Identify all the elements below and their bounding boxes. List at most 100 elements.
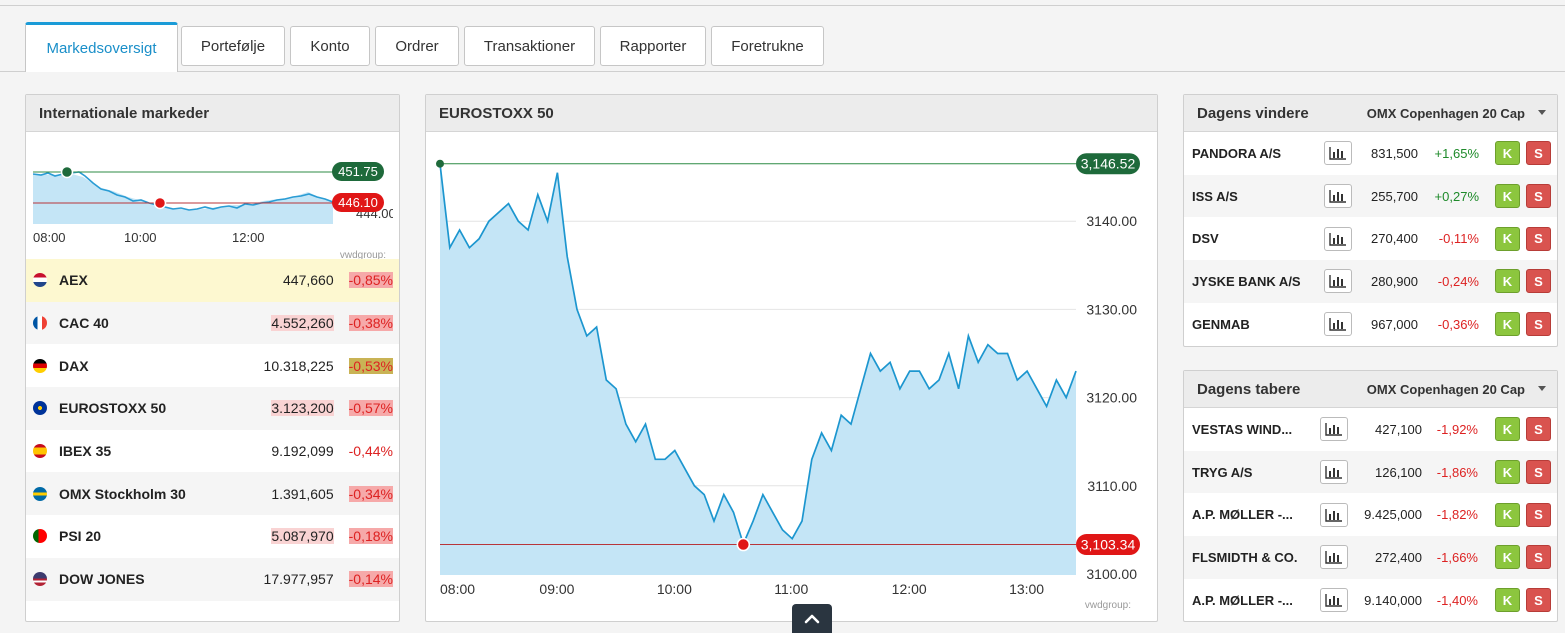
stock-name: PANDORA A/S bbox=[1192, 145, 1282, 161]
stock-price: 126,100 bbox=[1375, 464, 1422, 480]
stock-price: 9.140,000 bbox=[1364, 592, 1422, 608]
x-tick-label: 10:00 bbox=[657, 581, 692, 597]
mini-high-badge bbox=[332, 162, 384, 181]
chart-high-marker bbox=[436, 159, 444, 168]
top-divider bbox=[0, 5, 1565, 6]
sell-button[interactable]: S bbox=[1526, 184, 1551, 209]
stock-chart-button[interactable] bbox=[1320, 460, 1348, 485]
tab-transaktioner[interactable]: Transaktioner bbox=[464, 26, 595, 66]
sell-button[interactable]: S bbox=[1526, 417, 1551, 442]
index-row[interactable]: CAC 40 4.552,260 -0,38% bbox=[26, 301, 399, 345]
buy-button[interactable]: K bbox=[1495, 417, 1520, 442]
index-row[interactable]: DOW JONES 17.977,957 -0,14% bbox=[26, 557, 399, 601]
buy-button[interactable]: K bbox=[1495, 312, 1520, 337]
mini-low-badge bbox=[332, 193, 384, 212]
mini-chart-area bbox=[33, 173, 333, 224]
buy-button[interactable]: K bbox=[1495, 141, 1520, 166]
stock-row[interactable]: A.P. MØLLER -... 9.425,000 -1,82% K S bbox=[1184, 493, 1557, 536]
chart-y-ticks: 3100.00 3110.00 3120.00 3130.00 3140.00 bbox=[1086, 213, 1137, 582]
tab-bar-divider bbox=[0, 71, 1565, 72]
stock-chart-button[interactable] bbox=[1324, 226, 1352, 251]
tab-ordrer[interactable]: Ordrer bbox=[375, 26, 459, 66]
stock-chart-button[interactable] bbox=[1320, 588, 1348, 613]
sell-button[interactable]: S bbox=[1526, 460, 1551, 485]
market-selector[interactable]: OMX Copenhagen 20 Cap bbox=[1366, 381, 1525, 397]
mini-low-marker bbox=[153, 196, 167, 210]
index-change: -0,53% bbox=[348, 357, 393, 374]
stock-change: +0,27% bbox=[1434, 188, 1479, 204]
sell-button[interactable]: S bbox=[1526, 588, 1551, 613]
stock-row[interactable]: JYSKE BANK A/S 280,900 -0,24% K S bbox=[1184, 260, 1557, 303]
stock-change: +1,65% bbox=[1434, 145, 1479, 161]
stock-row[interactable]: PANDORA A/S 831,500 +1,65% K S bbox=[1184, 132, 1557, 175]
bar-chart-icon bbox=[1325, 508, 1342, 522]
stock-chart-button[interactable] bbox=[1324, 184, 1352, 209]
spain-flag-icon bbox=[33, 444, 47, 459]
tab-portefolje[interactable]: Portefølje bbox=[181, 26, 285, 66]
stock-row[interactable]: DSV 270,400 -0,11% K S bbox=[1184, 217, 1557, 260]
caret-down-icon[interactable] bbox=[1538, 386, 1546, 391]
y-tick-label: 3120.00 bbox=[1086, 390, 1137, 406]
bar-chart-icon bbox=[1325, 551, 1342, 565]
sell-button[interactable]: S bbox=[1526, 502, 1551, 527]
winners-list: PANDORA A/S 831,500 +1,65% K S ISS A/S 255,700… bbox=[1184, 132, 1557, 345]
buy-button[interactable]: K bbox=[1495, 502, 1520, 527]
stock-price: 270,400 bbox=[1371, 231, 1418, 247]
mini-chart-line bbox=[33, 171, 334, 211]
index-row[interactable]: OMX Stockholm 30 1.391,605 -0,34% bbox=[26, 472, 399, 516]
index-row[interactable]: DAX 10.318,225 -0,53% bbox=[26, 344, 399, 387]
stock-row[interactable]: A.P. MØLLER -... 9.140,000 -1,40% K S bbox=[1184, 579, 1557, 622]
losers-list: VESTAS WIND... 427,100 -1,92% K S TRYG A/S 126… bbox=[1184, 408, 1557, 621]
mini-index-chart[interactable]: 444.00 451.75 446.10 08:00 10:00 12:00 v… bbox=[33, 139, 393, 259]
x-tick-label: 11:00 bbox=[774, 581, 808, 597]
index-name: DAX bbox=[59, 357, 89, 374]
eurostoxx-intraday-chart[interactable]: 3100.00 3110.00 3120.00 3130.00 3140.00 08:0… bbox=[426, 133, 1157, 623]
index-value: 1.391,605 bbox=[271, 485, 334, 502]
sell-button[interactable]: S bbox=[1526, 312, 1551, 337]
sell-button[interactable]: S bbox=[1526, 269, 1551, 294]
sell-button[interactable]: S bbox=[1526, 226, 1551, 251]
stock-chart-button[interactable] bbox=[1324, 269, 1352, 294]
y-tick-label: 3140.00 bbox=[1086, 213, 1137, 229]
stock-chart-button[interactable] bbox=[1320, 502, 1348, 527]
stock-chart-button[interactable] bbox=[1320, 545, 1348, 570]
panel-title: EUROSTOXX 50 bbox=[426, 95, 1157, 132]
index-row[interactable]: PSI 20 5.087,970 -0,18% bbox=[26, 515, 399, 558]
bar-chart-icon bbox=[1325, 594, 1342, 607]
index-change-cell: -0,38% bbox=[334, 315, 399, 332]
buy-button[interactable]: K bbox=[1495, 226, 1520, 251]
buy-button[interactable]: K bbox=[1495, 184, 1520, 209]
collapse-toggle-button[interactable] bbox=[792, 604, 832, 633]
buy-button[interactable]: K bbox=[1495, 460, 1520, 485]
stock-chart-button[interactable] bbox=[1324, 312, 1352, 337]
stock-price: 9.425,000 bbox=[1364, 507, 1422, 523]
tab-foretrukne[interactable]: Foretrukne bbox=[711, 26, 824, 66]
tab-markedsoversigt[interactable]: Markedsoversigt bbox=[25, 22, 178, 72]
tab-konto[interactable]: Konto bbox=[290, 26, 370, 66]
tab-rapporter[interactable]: Rapporter bbox=[600, 26, 706, 66]
sell-button[interactable]: S bbox=[1526, 141, 1551, 166]
stock-chart-button[interactable] bbox=[1324, 141, 1352, 166]
buy-button[interactable]: K bbox=[1495, 545, 1520, 570]
index-row[interactable]: IBEX 35 9.192,099 -0,44% bbox=[26, 430, 399, 473]
index-row[interactable]: EUROSTOXX 50 3.123,200 -0,57% bbox=[26, 387, 399, 430]
stock-name: ISS A/S bbox=[1192, 188, 1238, 204]
market-selector[interactable]: OMX Copenhagen 20 Cap bbox=[1366, 105, 1525, 121]
buy-button[interactable]: K bbox=[1495, 588, 1520, 613]
stock-chart-button[interactable] bbox=[1320, 417, 1348, 442]
index-name: OMX Stockholm 30 bbox=[59, 485, 186, 502]
chart-x-ticks: 08:00 09:00 10:00 11:00 12:00 13:00 bbox=[440, 581, 1044, 597]
stock-row[interactable]: VESTAS WIND... 427,100 -1,92% K S bbox=[1184, 408, 1557, 451]
stock-change: -1,92% bbox=[1436, 421, 1478, 437]
caret-down-icon[interactable] bbox=[1538, 110, 1546, 115]
index-row[interactable]: AEX 447,660 -0,85% bbox=[26, 259, 399, 302]
sell-button[interactable]: S bbox=[1526, 545, 1551, 570]
stock-name: FLSMIDTH & CO. bbox=[1192, 549, 1298, 565]
stock-row[interactable]: FLSMIDTH & CO. 272,400 -1,66% K S bbox=[1184, 536, 1557, 579]
index-change-cell: -0,14% bbox=[334, 571, 399, 588]
stock-row[interactable]: GENMAB 967,000 -0,36% K S bbox=[1184, 303, 1557, 346]
buy-button[interactable]: K bbox=[1495, 269, 1520, 294]
stock-price: 255,700 bbox=[1371, 188, 1418, 204]
stock-row[interactable]: ISS A/S 255,700 +0,27% K S bbox=[1184, 174, 1557, 218]
stock-row[interactable]: TRYG A/S 126,100 -1,86% K S bbox=[1184, 450, 1557, 494]
